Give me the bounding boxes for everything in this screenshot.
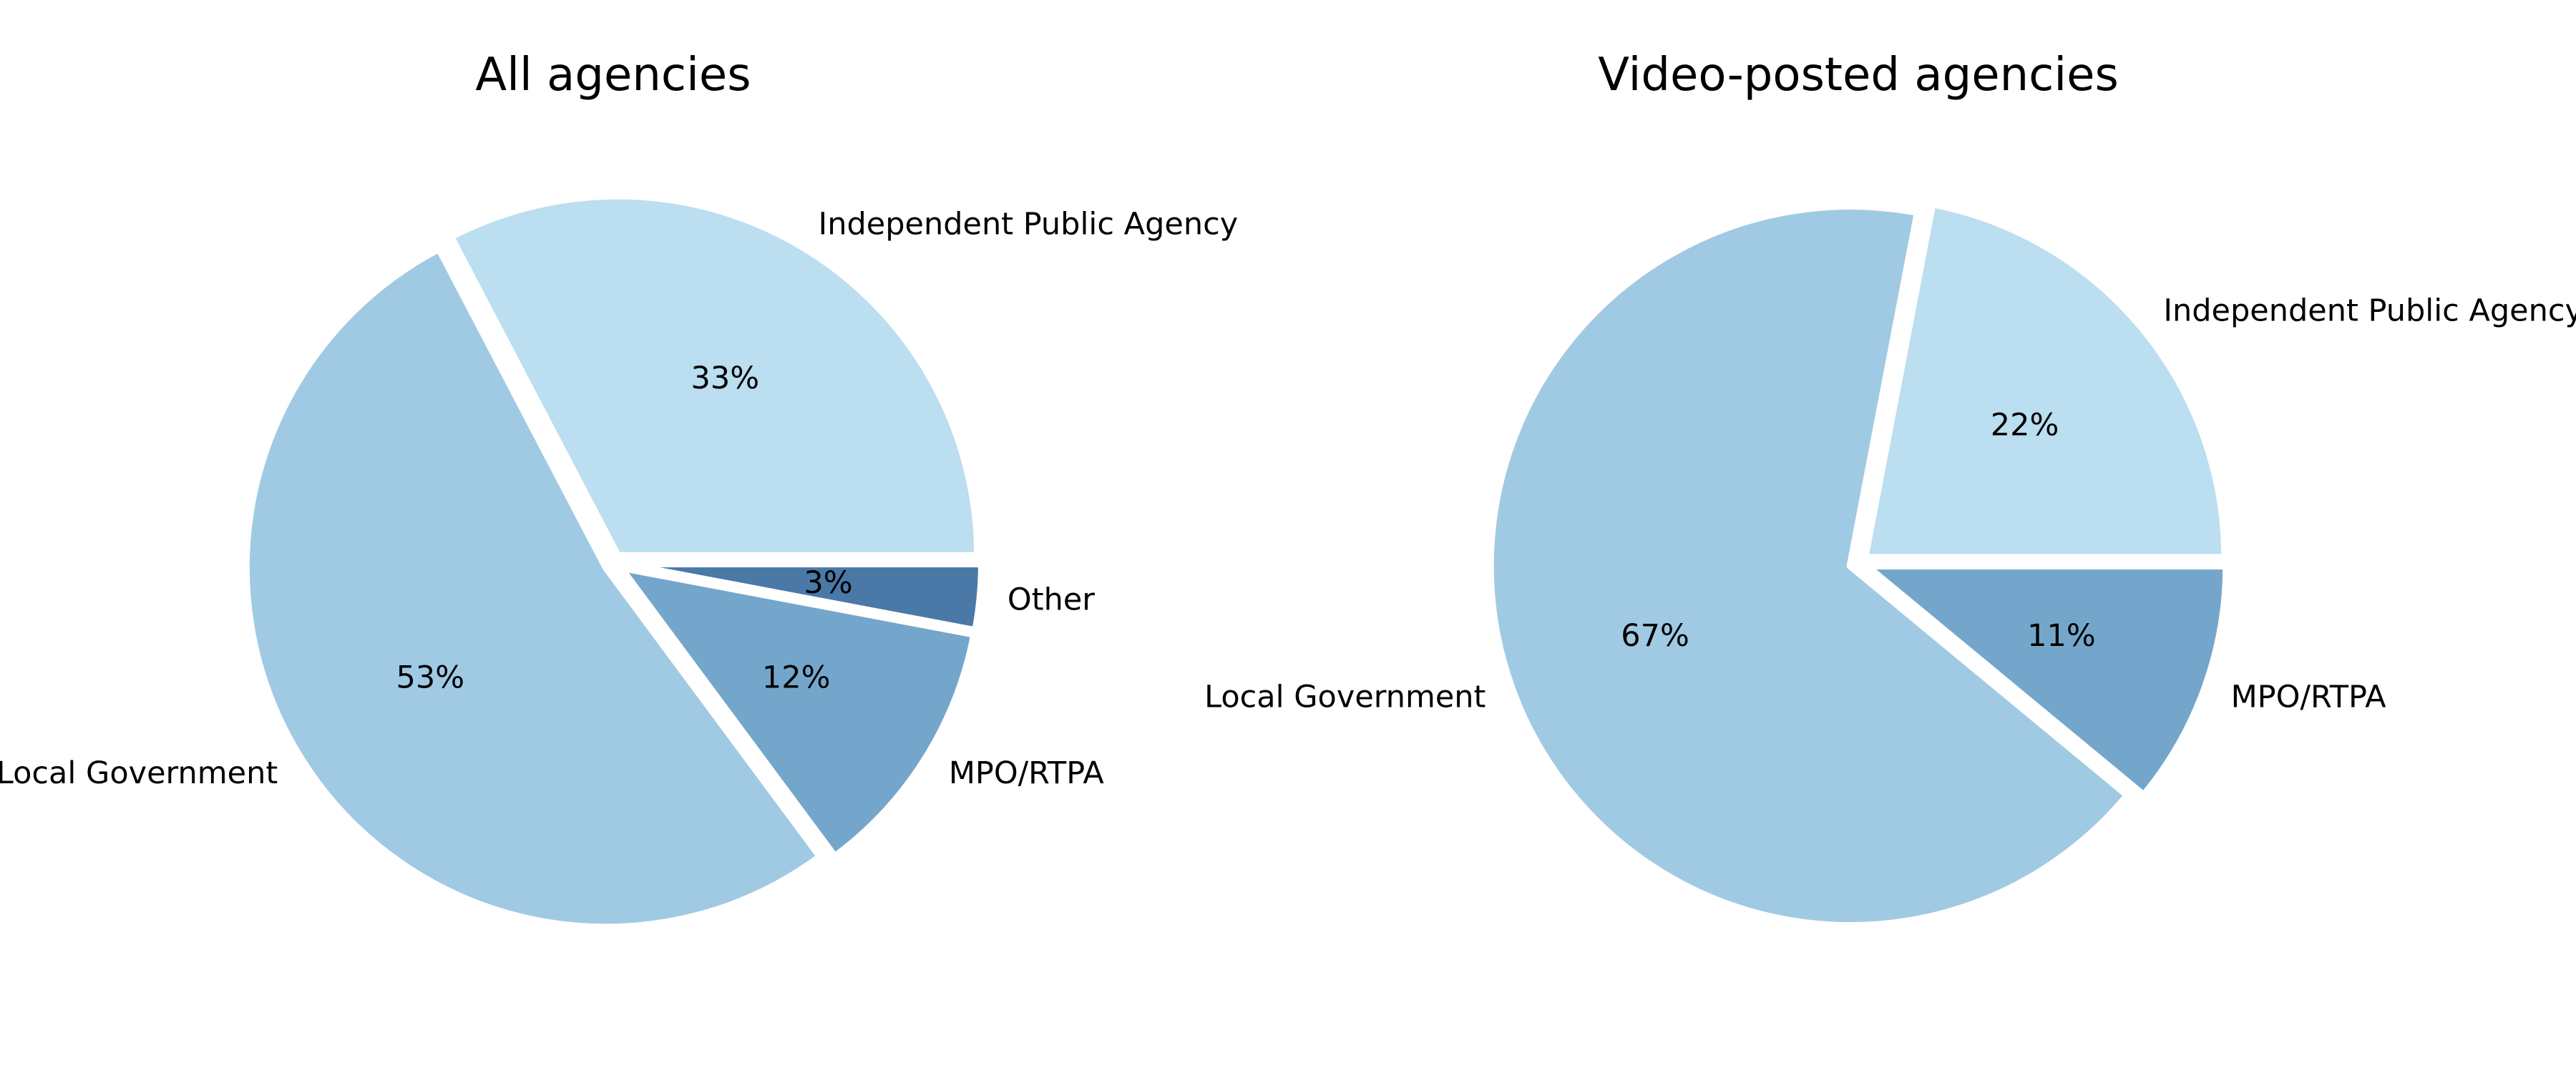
slice-percent-independent-public-agency: 22% bbox=[1991, 408, 2059, 444]
pie-slices bbox=[1486, 200, 2230, 930]
slice-label-other: Other bbox=[1008, 582, 1095, 618]
slice-label-mpo-rtpa: MPO/RTPA bbox=[2231, 679, 2387, 715]
pie-slice-mpo-rtpa bbox=[617, 564, 978, 861]
slice-percent-other: 3% bbox=[804, 565, 852, 601]
chart-title: All agencies bbox=[475, 49, 751, 102]
slice-percent-mpo-rtpa: 12% bbox=[762, 660, 831, 695]
slice-percent-mpo-rtpa: 11% bbox=[2027, 618, 2096, 654]
chart-title: Video-posted agencies bbox=[1598, 49, 2119, 102]
pie-slice-local-government bbox=[242, 245, 824, 931]
pie-slice-mpo-rtpa bbox=[1863, 562, 2230, 799]
pie-labels: Independent Public Agency 33% Local Govern… bbox=[0, 207, 1238, 791]
slice-label-independent-public-agency: Independent Public Agency bbox=[2163, 293, 2576, 328]
pie-slice-local-government bbox=[1486, 202, 2132, 930]
slice-label-mpo-rtpa: MPO/RTPA bbox=[949, 755, 1105, 791]
slice-percent-independent-public-agency: 33% bbox=[691, 361, 759, 396]
pie-slice-other bbox=[618, 560, 985, 635]
pie-slices bbox=[242, 192, 985, 931]
slice-label-independent-public-agency: Independent Public Agency bbox=[819, 207, 1239, 242]
pie-chart-video-posted-agencies: Video-posted agencies Independent Public… bbox=[1204, 49, 2576, 930]
pie-labels: Independent Public Agency 22% Local Govern… bbox=[1204, 293, 2576, 715]
slice-percent-local-government: 67% bbox=[1621, 618, 1689, 654]
pie-slice-independent-public-agency bbox=[447, 192, 982, 559]
slice-label-local-government: Local Government bbox=[0, 755, 278, 791]
slice-percent-local-government: 53% bbox=[396, 660, 464, 695]
slice-label-local-government: Local Government bbox=[1204, 679, 1485, 715]
pie-chart-all-agencies: All agencies Independent Public Agency 33… bbox=[0, 49, 1238, 931]
pie-slice-independent-public-agency bbox=[1861, 200, 2229, 562]
